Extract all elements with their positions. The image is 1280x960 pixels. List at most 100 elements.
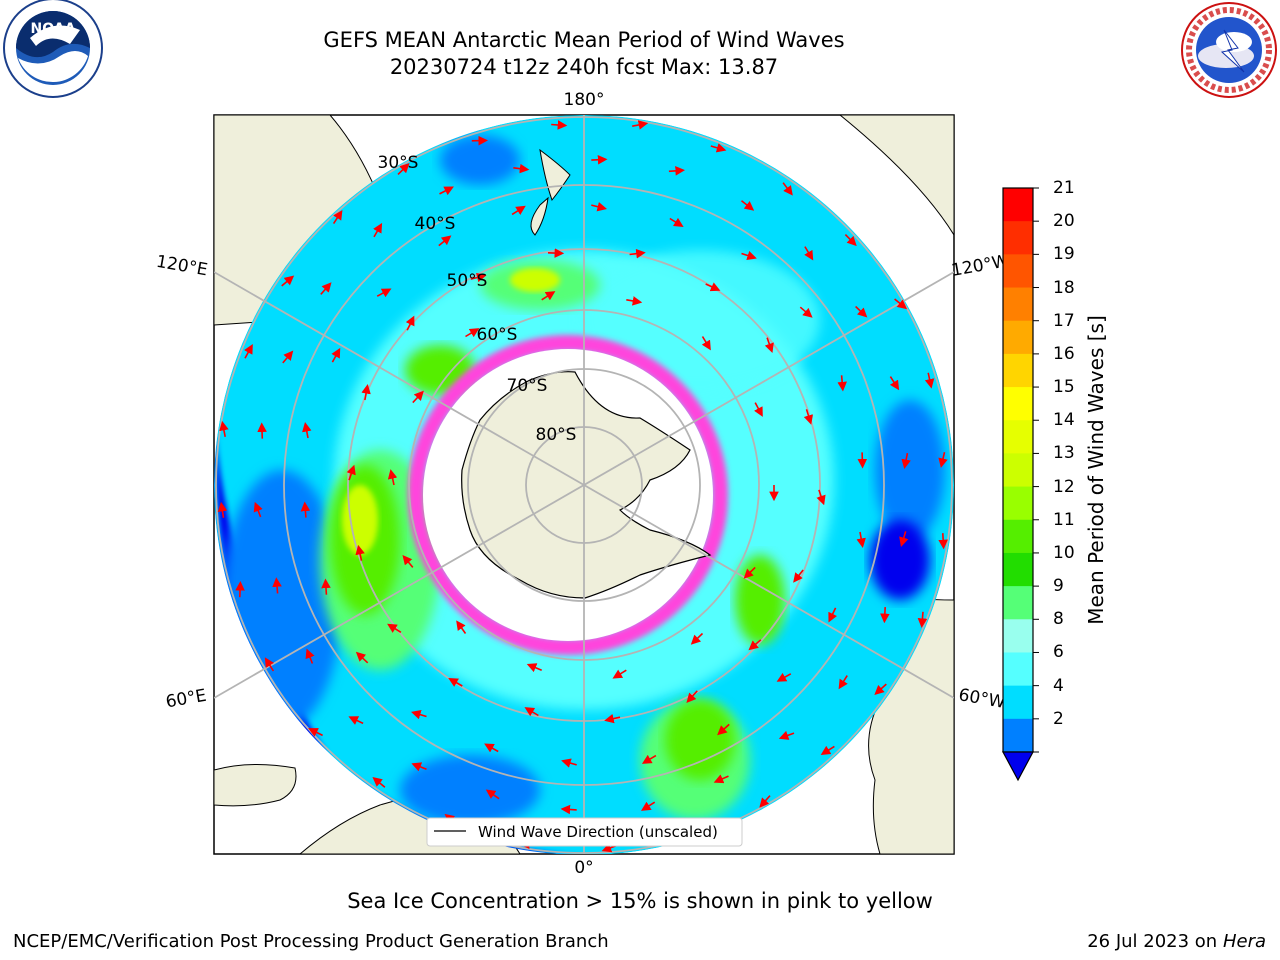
graticule — [214, 115, 954, 854]
wave-direction-arrow-icon — [376, 288, 392, 298]
land-north-pacific-corner — [839, 115, 954, 236]
wave-direction-arrow-icon — [917, 611, 928, 628]
colorbar-tick-label: 18 — [1053, 277, 1075, 298]
wave-direction-arrow-icon — [938, 533, 948, 550]
wave-direction-arrow-icon — [355, 544, 365, 561]
colorbar-segment — [1003, 254, 1033, 289]
land-madagascar — [214, 763, 297, 807]
colorbar — [1001, 187, 1039, 782]
wave-direction-arrow-icon — [820, 745, 835, 756]
colorbar-tick-label: 15 — [1053, 377, 1075, 398]
chart-subtitle: 20230724 t12z 240h fcst Max: 13.87 — [389, 55, 779, 79]
colorbar-tick-label: 14 — [1053, 410, 1075, 431]
wave-direction-arrow-icon — [901, 452, 911, 470]
noaa-logo-icon: NOAA — [3, 0, 103, 98]
wave-direction-arrow-icon — [604, 713, 621, 724]
wave-direction-arrow-icon — [686, 690, 698, 703]
wave-direction-arrow-icon — [856, 531, 866, 548]
colorbar-segment — [1003, 552, 1033, 587]
wave-direction-arrow-icon — [397, 163, 410, 175]
colorbar-tick-label: 6 — [1053, 642, 1064, 663]
wave-direction-arrow-icon — [804, 246, 814, 261]
wave-direction-arrow-icon — [632, 120, 649, 130]
wind-wave-arrows — [217, 120, 948, 853]
lon-label-60w: 60°W — [957, 685, 1007, 713]
wave-direction-arrow-icon — [776, 672, 792, 682]
wave-direction-arrow-icon — [837, 375, 847, 392]
wave-direction-arrow-icon — [641, 754, 657, 764]
wave-direction-arrow-icon — [411, 710, 427, 720]
wave-direction-arrow-icon — [741, 200, 755, 211]
wave-direction-arrow-icon — [669, 217, 684, 227]
wave-direction-arrow-icon — [513, 163, 530, 174]
wave-direction-arrow-icon — [894, 298, 908, 310]
wave-direction-arrow-icon — [257, 422, 267, 439]
wave-direction-arrow-icon — [308, 728, 323, 737]
wave-direction-arrow-icon — [612, 669, 627, 679]
colorbar-segment — [1003, 586, 1033, 620]
sea-ice-edge — [408, 335, 728, 655]
wave-direction-arrow-icon — [253, 501, 263, 518]
colorbar-segment — [1003, 685, 1033, 720]
wave-direction-arrow-icon — [591, 202, 608, 212]
wave-direction-arrow-icon — [217, 501, 228, 518]
wave-direction-arrow-icon — [828, 607, 838, 623]
footer-left: NCEP/EMC/Verification Post Processing Pr… — [13, 931, 609, 952]
colorbar-segment — [1003, 652, 1033, 687]
colorbar-segment — [1003, 453, 1033, 488]
colorbar-tick-label: 12 — [1053, 476, 1075, 497]
wave-direction-arrow-icon — [855, 305, 868, 318]
wave-direction-arrow-icon — [470, 272, 487, 283]
lon-label-120w: 120°W — [950, 251, 1011, 281]
colorbar-segment — [1003, 486, 1033, 521]
wave-direction-arrow-icon — [448, 678, 463, 687]
wave-direction-arrow-icon — [373, 222, 383, 238]
wave-direction-arrow-icon — [741, 250, 757, 261]
wave-direction-arrow-icon — [803, 409, 814, 425]
wave-direction-arrow-icon — [629, 248, 646, 259]
colorbar-tick-label: 11 — [1053, 509, 1075, 530]
colorbar-tick-label: 21 — [1053, 178, 1075, 198]
wave-direction-arrow-icon — [526, 663, 543, 673]
wave-direction-arrow-icon — [938, 452, 948, 468]
wave-direction-arrow-icon — [332, 210, 343, 225]
wave-direction-arrow-icon — [281, 275, 295, 287]
wave-direction-arrow-icon — [346, 464, 356, 481]
wave-direction-arrow-icon — [485, 789, 500, 800]
wave-direction-arrow-icon — [668, 166, 685, 176]
colorbar-segment — [1003, 718, 1033, 753]
wave-direction-arrow-icon — [361, 384, 371, 401]
wave-direction-arrow-icon — [484, 743, 499, 753]
wave-direction-arrow-icon — [754, 402, 763, 417]
wave-direction-arrow-icon — [348, 716, 364, 725]
colorbar-segment — [1003, 287, 1033, 322]
wave-direction-arrow-icon — [541, 291, 556, 301]
colorbar-segment — [1003, 387, 1033, 421]
lat-label-50s: 50°S — [447, 271, 488, 291]
lat-label-60s: 60°S — [477, 325, 518, 345]
wave-direction-arrow-icon — [321, 578, 331, 595]
wave-direction-arrow-icon — [710, 143, 727, 153]
wave-direction-arrow-icon — [511, 205, 526, 216]
wave-direction-arrow-icon — [405, 315, 415, 331]
colorbar-segment — [1003, 221, 1033, 255]
wave-direction-arrow-icon — [591, 154, 608, 165]
wave-direction-arrow-icon — [561, 758, 577, 768]
lon-label-60e: 60°E — [164, 686, 208, 713]
wave-direction-arrow-icon — [439, 186, 454, 196]
wave-direction-arrow-icon — [244, 343, 253, 359]
wave-direction-arrow-icon — [713, 774, 729, 784]
lat-label-40s: 40°S — [415, 214, 456, 234]
wave-direction-arrow-icon — [874, 683, 887, 695]
wave-direction-arrow-icon — [924, 372, 935, 389]
colorbar-segment — [1003, 420, 1033, 454]
wave-direction-arrow-icon — [899, 531, 909, 547]
colorbar-segment — [1003, 353, 1033, 388]
wave-direction-arrow-icon — [759, 795, 771, 808]
colorbar-tick-label: 9 — [1053, 576, 1064, 597]
wave-direction-arrow-icon — [456, 620, 467, 634]
lat-label-80s: 80°S — [536, 425, 577, 445]
wave-direction-arrow-icon — [748, 639, 762, 651]
wave-direction-arrow-icon — [282, 350, 294, 364]
